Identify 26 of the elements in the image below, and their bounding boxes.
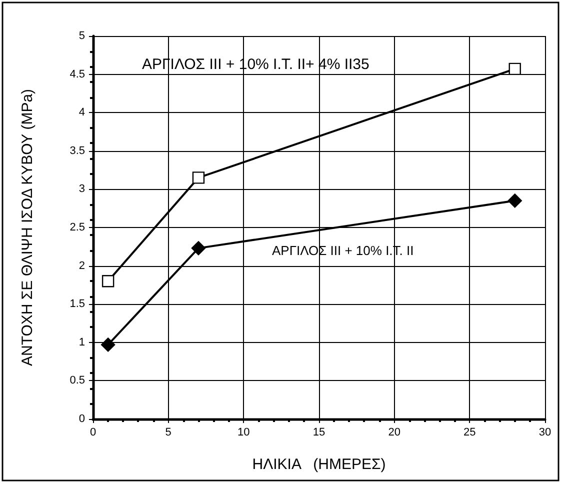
point bbox=[191, 241, 206, 256]
x-tick-label: 15 bbox=[312, 426, 326, 438]
point bbox=[508, 62, 521, 76]
y-tick-label: 3.5 bbox=[70, 144, 85, 157]
y-tick-label: 4.5 bbox=[70, 68, 85, 80]
x-tick-label: 5 bbox=[165, 426, 172, 438]
point bbox=[100, 338, 116, 352]
x-tick-label: 30 bbox=[538, 426, 552, 438]
x-tick-label: 0 bbox=[90, 426, 96, 438]
x-tick-label: 25 bbox=[464, 426, 476, 438]
y-tick-label: 2.5 bbox=[70, 222, 85, 234]
y-tick-label: 5 bbox=[78, 30, 85, 42]
y-tick-label: 0.5 bbox=[70, 374, 85, 387]
x-tick-label: 10 bbox=[238, 426, 250, 438]
y-tick-label: 0 bbox=[78, 413, 85, 425]
x-axis-title: ΗΛΙΚΙΑ (ΗΜΕΡΕΣ) bbox=[252, 456, 386, 473]
point bbox=[508, 194, 522, 208]
y-tick-label: 2 bbox=[78, 260, 85, 272]
point bbox=[102, 275, 114, 288]
x-tick-label: 20 bbox=[388, 426, 400, 438]
y-tick-label: 4 bbox=[78, 106, 85, 119]
y-tick-label: 3 bbox=[78, 183, 85, 196]
point bbox=[192, 172, 205, 184]
y-tick-label: 1 bbox=[78, 336, 85, 348]
y-axis-title: ΑΝΤΟΧΗ ΣΕ ΘΛΙΨΗ ΙΣΟΔ ΚΥΒΟΥ (MPa) bbox=[19, 88, 36, 366]
y-tick-label: 1.5 bbox=[70, 298, 85, 310]
